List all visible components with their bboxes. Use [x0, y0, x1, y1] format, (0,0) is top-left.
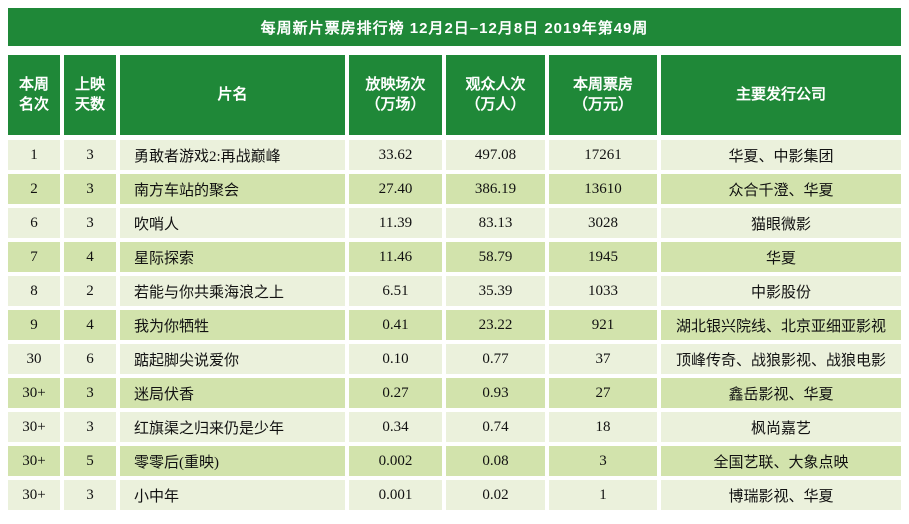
cell-admissions: 83.13 — [446, 208, 545, 238]
cell-weekly-rank: 30+ — [8, 378, 60, 408]
cell-days-showing: 2 — [64, 276, 116, 306]
cell-screenings: 33.62 — [349, 140, 442, 170]
cell-distributor: 众合千澄、华夏 — [661, 174, 901, 204]
cell-distributor: 鑫岳影视、华夏 — [661, 378, 901, 408]
cell-distributor: 枫尚嘉艺 — [661, 412, 901, 442]
table-row: 30+ 3 迷局伏香 0.27 0.93 27 鑫岳影视、华夏 — [8, 378, 901, 408]
cell-screenings: 0.002 — [349, 446, 442, 476]
table-row: 30+ 3 小中年 0.001 0.02 1 博瑞影视、华夏 — [8, 480, 901, 510]
cell-admissions: 0.02 — [446, 480, 545, 510]
cell-screenings: 0.41 — [349, 310, 442, 340]
cell-weekly-rank: 7 — [8, 242, 60, 272]
cell-admissions: 23.22 — [446, 310, 545, 340]
column-header-screenings: 放映场次 （万场） — [349, 55, 442, 135]
cell-distributor: 中影股份 — [661, 276, 901, 306]
cell-admissions: 0.93 — [446, 378, 545, 408]
cell-distributor: 猫眼微影 — [661, 208, 901, 238]
cell-admissions: 497.08 — [446, 140, 545, 170]
cell-distributor: 全国艺联、大象点映 — [661, 446, 901, 476]
table-row: 6 3 吹哨人 11.39 83.13 3028 猫眼微影 — [8, 208, 901, 238]
cell-weekly-gross: 18 — [549, 412, 657, 442]
table-row: 9 4 我为你牺牲 0.41 23.22 921 湖北银兴院线、北京亚细亚影视 — [8, 310, 901, 340]
cell-admissions: 58.79 — [446, 242, 545, 272]
cell-days-showing: 4 — [64, 310, 116, 340]
cell-distributor: 华夏、中影集团 — [661, 140, 901, 170]
cell-days-showing: 6 — [64, 344, 116, 374]
cell-film-title: 南方车站的聚会 — [120, 174, 345, 204]
cell-days-showing: 3 — [64, 412, 116, 442]
cell-weekly-gross: 3 — [549, 446, 657, 476]
cell-film-title: 小中年 — [120, 480, 345, 510]
cell-weekly-rank: 30+ — [8, 480, 60, 510]
cell-weekly-rank: 30+ — [8, 446, 60, 476]
cell-screenings: 6.51 — [349, 276, 442, 306]
cell-weekly-gross: 1 — [549, 480, 657, 510]
cell-weekly-rank: 8 — [8, 276, 60, 306]
cell-days-showing: 3 — [64, 174, 116, 204]
cell-admissions: 0.08 — [446, 446, 545, 476]
cell-screenings: 0.34 — [349, 412, 442, 442]
cell-days-showing: 3 — [64, 208, 116, 238]
cell-weekly-rank: 30+ — [8, 412, 60, 442]
cell-weekly-rank: 1 — [8, 140, 60, 170]
cell-distributor: 华夏 — [661, 242, 901, 272]
cell-weekly-gross: 37 — [549, 344, 657, 374]
table-header-row: 本周 名次 上映 天数 片名 放映场次 （万场） 观众人次 （万人） 本周票房 … — [8, 55, 901, 135]
table-row: 30+ 3 红旗渠之归来仍是少年 0.34 0.74 18 枫尚嘉艺 — [8, 412, 901, 442]
column-header-film-title: 片名 — [120, 55, 345, 135]
column-header-weekly-gross: 本周票房 （万元） — [549, 55, 657, 135]
cell-admissions: 0.74 — [446, 412, 545, 442]
cell-days-showing: 5 — [64, 446, 116, 476]
cell-days-showing: 4 — [64, 242, 116, 272]
table-row: 1 3 勇敢者游戏2:再战巅峰 33.62 497.08 17261 华夏、中影集团 — [8, 140, 901, 170]
cell-weekly-gross: 921 — [549, 310, 657, 340]
cell-screenings: 11.39 — [349, 208, 442, 238]
cell-admissions: 0.77 — [446, 344, 545, 374]
column-header-admissions: 观众人次 （万人） — [446, 55, 545, 135]
cell-admissions: 35.39 — [446, 276, 545, 306]
cell-weekly-gross: 27 — [549, 378, 657, 408]
cell-screenings: 27.40 — [349, 174, 442, 204]
cell-weekly-rank: 2 — [8, 174, 60, 204]
table-row: 8 2 若能与你共乘海浪之上 6.51 35.39 1033 中影股份 — [8, 276, 901, 306]
table-title: 每周新片票房排行榜 12月2日–12月8日 2019年第49周 — [8, 8, 901, 46]
cell-weekly-rank: 6 — [8, 208, 60, 238]
column-header-days-showing: 上映 天数 — [64, 55, 116, 135]
table-row: 7 4 星际探索 11.46 58.79 1945 华夏 — [8, 242, 901, 272]
cell-screenings: 0.001 — [349, 480, 442, 510]
cell-film-title: 我为你牺牲 — [120, 310, 345, 340]
cell-film-title: 星际探索 — [120, 242, 345, 272]
cell-film-title: 零零后(重映) — [120, 446, 345, 476]
cell-film-title: 迷局伏香 — [120, 378, 345, 408]
table-body: 1 3 勇敢者游戏2:再战巅峰 33.62 497.08 17261 华夏、中影集团 2 3 南方… — [8, 140, 901, 510]
cell-weekly-gross: 17261 — [549, 140, 657, 170]
cell-film-title: 踮起脚尖说爱你 — [120, 344, 345, 374]
table-row: 30 6 踮起脚尖说爱你 0.10 0.77 37 顶峰传奇、战狼影视、战狼电影 — [8, 344, 901, 374]
cell-film-title: 勇敢者游戏2:再战巅峰 — [120, 140, 345, 170]
cell-distributor: 湖北银兴院线、北京亚细亚影视 — [661, 310, 901, 340]
cell-weekly-gross: 13610 — [549, 174, 657, 204]
cell-days-showing: 3 — [64, 480, 116, 510]
cell-weekly-gross: 1945 — [549, 242, 657, 272]
cell-film-title: 红旗渠之归来仍是少年 — [120, 412, 345, 442]
cell-screenings: 0.27 — [349, 378, 442, 408]
cell-weekly-gross: 3028 — [549, 208, 657, 238]
cell-film-title: 若能与你共乘海浪之上 — [120, 276, 345, 306]
cell-weekly-gross: 1033 — [549, 276, 657, 306]
cell-weekly-rank: 30 — [8, 344, 60, 374]
table-row: 30+ 5 零零后(重映) 0.002 0.08 3 全国艺联、大象点映 — [8, 446, 901, 476]
cell-days-showing: 3 — [64, 140, 116, 170]
cell-screenings: 0.10 — [349, 344, 442, 374]
cell-days-showing: 3 — [64, 378, 116, 408]
cell-admissions: 386.19 — [446, 174, 545, 204]
cell-screenings: 11.46 — [349, 242, 442, 272]
cell-film-title: 吹哨人 — [120, 208, 345, 238]
cell-distributor: 顶峰传奇、战狼影视、战狼电影 — [661, 344, 901, 374]
cell-distributor: 博瑞影视、华夏 — [661, 480, 901, 510]
table-row: 2 3 南方车站的聚会 27.40 386.19 13610 众合千澄、华夏 — [8, 174, 901, 204]
column-header-weekly-rank: 本周 名次 — [8, 55, 60, 135]
column-header-distributor: 主要发行公司 — [661, 55, 901, 135]
cell-weekly-rank: 9 — [8, 310, 60, 340]
